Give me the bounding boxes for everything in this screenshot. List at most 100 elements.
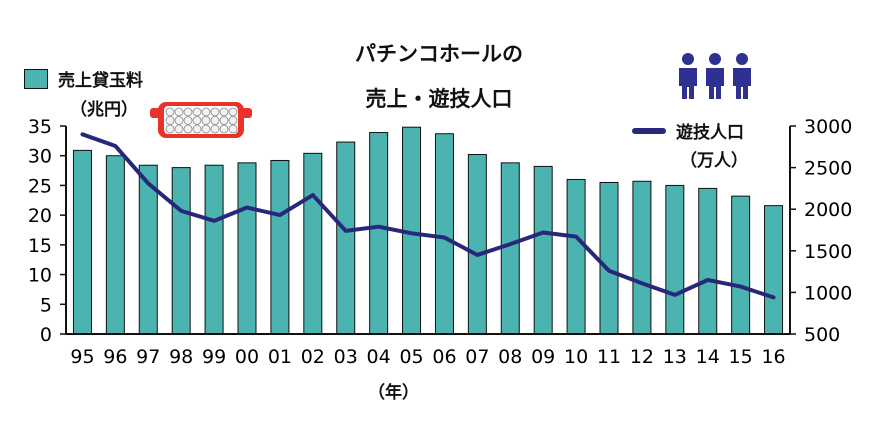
bar-12 — [632, 180, 652, 335]
bar-98 — [171, 167, 191, 335]
x-tick-label: 02 — [301, 346, 325, 368]
pachinko-ball — [165, 116, 175, 125]
bar-13 — [665, 184, 685, 335]
left-tick-label: 10 — [28, 265, 52, 287]
population-point-11 — [607, 269, 611, 273]
population-point-96 — [113, 144, 117, 148]
x-tick-label: 95 — [70, 346, 94, 368]
x-tick-label: 08 — [498, 346, 522, 368]
population-point-03 — [344, 229, 348, 233]
legend-line-label: 遊技人口 — [676, 123, 744, 143]
population-point-06 — [442, 235, 446, 239]
pachinko-ball — [228, 107, 238, 117]
pachinko-ball — [201, 124, 211, 134]
pachinko-ball — [192, 107, 202, 117]
axis-frame — [65, 126, 791, 335]
x-tick-label: 16 — [761, 346, 785, 368]
pachinko-ball — [174, 124, 184, 134]
legend-bar-series: 売上貸玉料 — [24, 66, 143, 91]
bar-07 — [467, 154, 487, 335]
bar-02 — [303, 152, 323, 335]
pachinko-ball — [165, 124, 175, 134]
pachinko-ball — [183, 107, 193, 117]
x-tick-label: 97 — [136, 346, 160, 368]
pachinko-ball — [183, 116, 193, 125]
pachinko-ball — [165, 107, 175, 117]
left-tick-label: 20 — [28, 205, 52, 227]
person-head — [709, 53, 721, 65]
x-tick-label: 01 — [268, 346, 292, 368]
population-point-14 — [706, 278, 710, 282]
bar-11 — [599, 181, 619, 335]
x-tick-label: 12 — [630, 346, 654, 368]
left-tick-label: 0 — [40, 324, 52, 346]
pachinko-tray-icon — [150, 102, 252, 138]
tray-handle-right — [242, 108, 252, 118]
pachinko-ball — [174, 107, 184, 117]
x-tick-label: 15 — [729, 346, 753, 368]
x-tick-label: 06 — [432, 346, 456, 368]
population-point-16 — [772, 295, 776, 299]
pachinko-ball — [210, 124, 220, 134]
population-point-05 — [410, 231, 414, 235]
pachinko-ball — [228, 116, 238, 125]
bar-08 — [500, 162, 520, 335]
chart-title-line2: 売上・遊技人口 — [365, 87, 513, 111]
right-tick-label: 2000 — [804, 199, 852, 221]
legend-line-series: 遊技人口 — [632, 118, 744, 143]
x-tick-label: 07 — [465, 346, 489, 368]
right-tick-label: 3000 — [804, 116, 852, 138]
person-body — [706, 68, 724, 99]
population-point-01 — [278, 213, 282, 217]
legend-bar-label: 売上貸玉料 — [58, 71, 143, 91]
person-head — [736, 53, 748, 65]
population-point-12 — [640, 281, 644, 285]
person-body — [679, 68, 697, 99]
population-point-10 — [574, 235, 578, 239]
x-tick-label: 00 — [235, 346, 259, 368]
pachinko-ball — [174, 116, 184, 125]
pachinko-ball — [192, 124, 202, 134]
population-point-08 — [508, 242, 512, 246]
bar-15 — [731, 195, 751, 335]
x-tick-label: 10 — [564, 346, 588, 368]
pachinko-ball — [210, 116, 220, 125]
population-point-09 — [541, 230, 545, 234]
x-tick-label: 96 — [103, 346, 127, 368]
legend-bar-swatch — [24, 68, 48, 89]
population-point-00 — [245, 206, 249, 210]
x-tick-label: 14 — [696, 346, 720, 368]
x-tick-label: 04 — [367, 346, 391, 368]
bar-96 — [105, 155, 125, 335]
x-tick-label: 09 — [531, 346, 555, 368]
right-tick-label: 1500 — [804, 241, 852, 263]
population-point-04 — [377, 225, 381, 229]
x-axis-unit: （年） — [368, 383, 419, 403]
bar-10 — [566, 178, 586, 335]
left-tick-label: 15 — [28, 235, 52, 257]
pachinko-ball — [219, 116, 229, 125]
bar-14 — [698, 187, 718, 335]
population-point-95 — [80, 132, 84, 136]
population-point-99 — [212, 219, 216, 223]
right-axis-unit: （万人） — [680, 151, 748, 171]
pachinko-ball — [192, 116, 202, 125]
left-tick-label: 35 — [28, 116, 52, 138]
x-tick-label: 99 — [202, 346, 226, 368]
bar-00 — [237, 162, 257, 335]
person-body — [733, 68, 751, 99]
population-point-13 — [673, 293, 677, 297]
population-point-02 — [311, 193, 315, 197]
x-tick-label: 98 — [169, 346, 193, 368]
bar-16 — [764, 205, 784, 335]
population-point-98 — [179, 209, 183, 213]
pachinko-ball — [201, 107, 211, 117]
bar-03 — [336, 141, 356, 335]
bar-09 — [533, 165, 553, 335]
pachinko-ball — [201, 116, 211, 125]
pachinko-ball — [219, 107, 229, 117]
right-tick-label: 500 — [804, 324, 840, 346]
bar-01 — [270, 159, 290, 335]
population-point-15 — [739, 285, 743, 289]
